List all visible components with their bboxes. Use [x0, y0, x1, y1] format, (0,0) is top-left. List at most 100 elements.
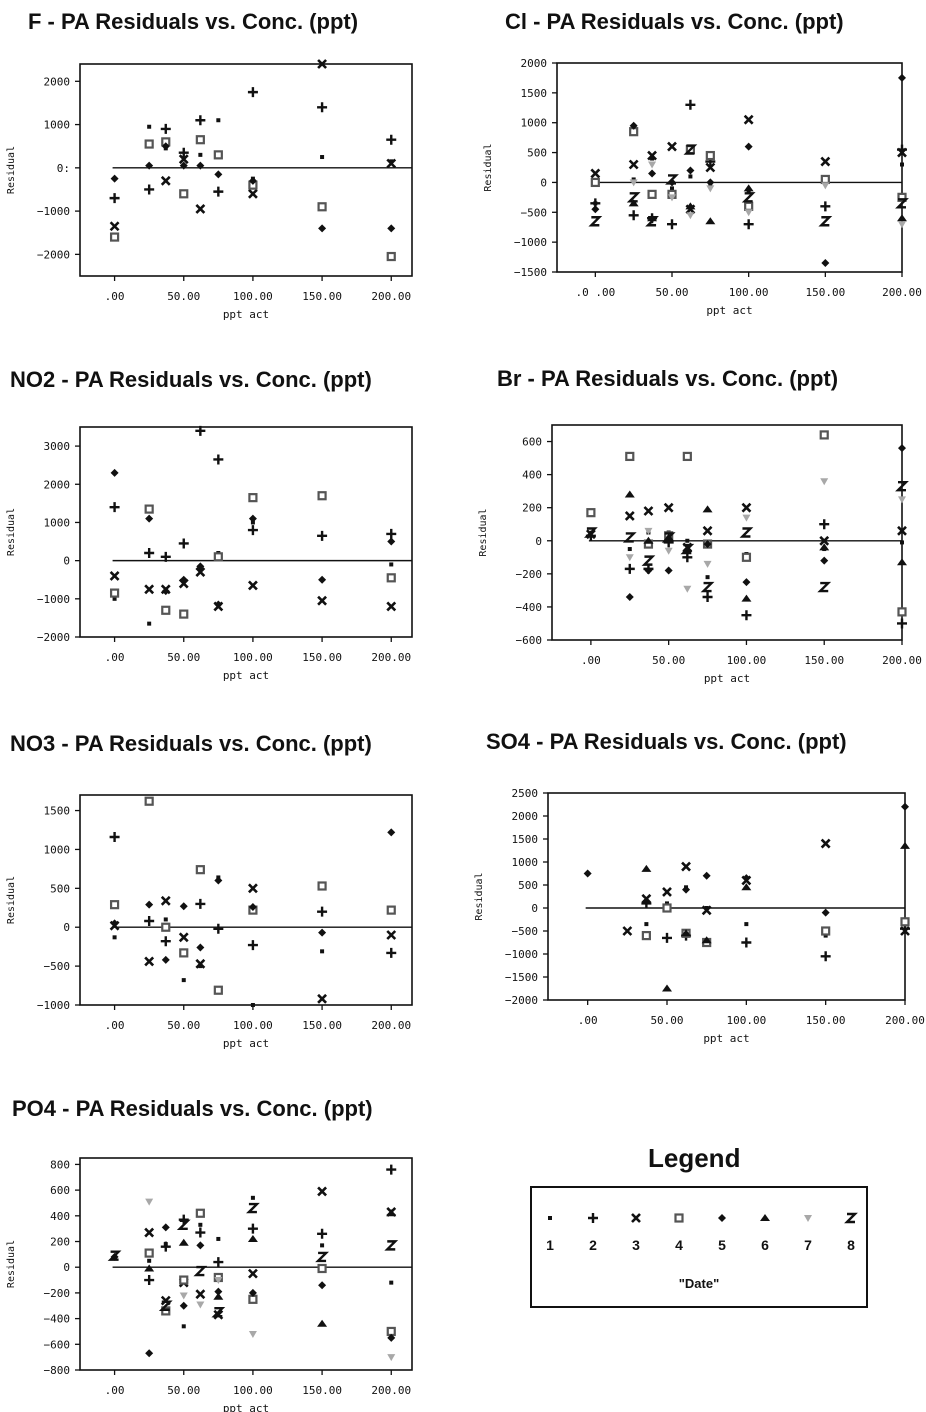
data-point [626, 192, 641, 203]
data-point [320, 155, 325, 160]
legend-label: 8 [847, 1237, 855, 1253]
data-point [667, 219, 677, 230]
legend-label: 4 [675, 1237, 683, 1253]
y-tick-label: 2000 [44, 75, 71, 88]
y-tick-label: 2000 [521, 57, 548, 70]
data-point [110, 174, 119, 183]
data-point [820, 156, 831, 167]
legend-symbol [844, 1212, 858, 1224]
legend-marker-4 [674, 1213, 684, 1223]
data-point [647, 189, 657, 199]
data-point [744, 142, 753, 151]
legend-box: 1 2 3 4 5 6 7 8 "Date" [530, 1186, 868, 1308]
data-point [248, 176, 257, 185]
y-tick-label: −1000 [514, 236, 547, 249]
data-point [387, 224, 396, 233]
data-point [317, 202, 327, 212]
data-point [629, 121, 638, 130]
x-tick-label: 150.00 [805, 286, 845, 299]
x-axis-label: ppt act [706, 304, 752, 317]
data-point [667, 189, 677, 199]
legend-label: 3 [632, 1237, 640, 1253]
data-point [631, 177, 636, 182]
data-point [109, 232, 120, 242]
data-point [818, 216, 833, 227]
data-point [145, 161, 154, 170]
x-tick-label: 150.00 [302, 290, 342, 303]
chart-title: NO3 - PA Residuals vs. Conc. (ppt) [10, 731, 372, 756]
data-point [144, 184, 155, 195]
panel-f: F - PA Residuals vs. Conc. (ppt) 2000 100… [0, 0, 460, 340]
data-point [823, 177, 828, 182]
legend-marker-5 [718, 1214, 726, 1222]
data-point [706, 178, 715, 187]
series-5 [591, 73, 906, 268]
data-point [317, 59, 328, 69]
series-3 [109, 59, 397, 232]
data-point [897, 144, 907, 155]
legend-item: 7 [793, 1210, 823, 1253]
data-point [647, 213, 658, 224]
data-point [686, 212, 695, 220]
series-4 [109, 135, 396, 262]
legend-item: 8 [836, 1210, 866, 1253]
data-point [628, 159, 639, 170]
data-point [160, 175, 171, 186]
data-point [744, 209, 753, 217]
data-point [161, 142, 170, 151]
y-tick-label: −1500 [514, 266, 547, 279]
data-point [216, 118, 221, 123]
data-point [667, 141, 677, 152]
data-point [147, 124, 152, 129]
data-point [665, 174, 679, 185]
chart-title: F - PA Residuals vs. Conc. (ppt) [28, 9, 359, 34]
x-tick-label: 100.00 [729, 286, 769, 299]
data-point [628, 210, 639, 221]
data-point [900, 162, 904, 167]
data-point [386, 134, 397, 145]
legend-label: 2 [589, 1237, 597, 1253]
data-point [593, 201, 598, 206]
data-point [645, 216, 659, 227]
data-point [683, 144, 698, 155]
data-point [144, 139, 154, 149]
chart-title: SO4 - PA Residuals vs. Conc. (ppt) [486, 729, 847, 754]
data-point [196, 161, 205, 170]
data-point [247, 87, 258, 98]
chart-title: Cl - PA Residuals vs. Conc. (ppt) [505, 9, 844, 34]
data-point [897, 147, 907, 158]
data-point [820, 174, 830, 185]
data-point [897, 214, 907, 222]
data-point [668, 194, 676, 202]
data-point [743, 219, 754, 230]
panel-so4: SO4 - PA Residuals vs. Conc. (ppt) [460, 715, 926, 1055]
data-point [648, 169, 657, 178]
data-point [670, 186, 674, 191]
y-tick-label: 1500 [521, 87, 548, 100]
panel-br: Br - PA Residuals vs. Conc. (ppt) [460, 350, 926, 700]
data-point [590, 177, 600, 188]
data-point [213, 186, 224, 197]
data-point [179, 189, 189, 199]
data-point [898, 221, 906, 229]
y-tick-label: 0 [540, 176, 547, 189]
series-2 [109, 87, 397, 204]
data-point [178, 147, 189, 158]
x-tick-label: 200.00 [882, 286, 922, 299]
y-tick-label: 500 [527, 147, 547, 160]
data-point [705, 162, 716, 173]
data-point [179, 161, 188, 170]
legend-symbol [631, 1213, 641, 1223]
x-tick-label: .00 [105, 290, 125, 303]
legend-symbol [548, 1216, 552, 1220]
data-point [744, 201, 754, 211]
legend-item: 3 [621, 1210, 651, 1253]
data-point [590, 168, 601, 179]
data-point [647, 150, 657, 161]
data-point [821, 182, 830, 190]
data-point [706, 185, 715, 193]
series-3 [590, 114, 907, 215]
chart-title: PO4 - PA Residuals vs. Conc. (ppt) [12, 1096, 373, 1121]
data-point [898, 73, 906, 82]
legend-marker-2 [588, 1213, 598, 1223]
